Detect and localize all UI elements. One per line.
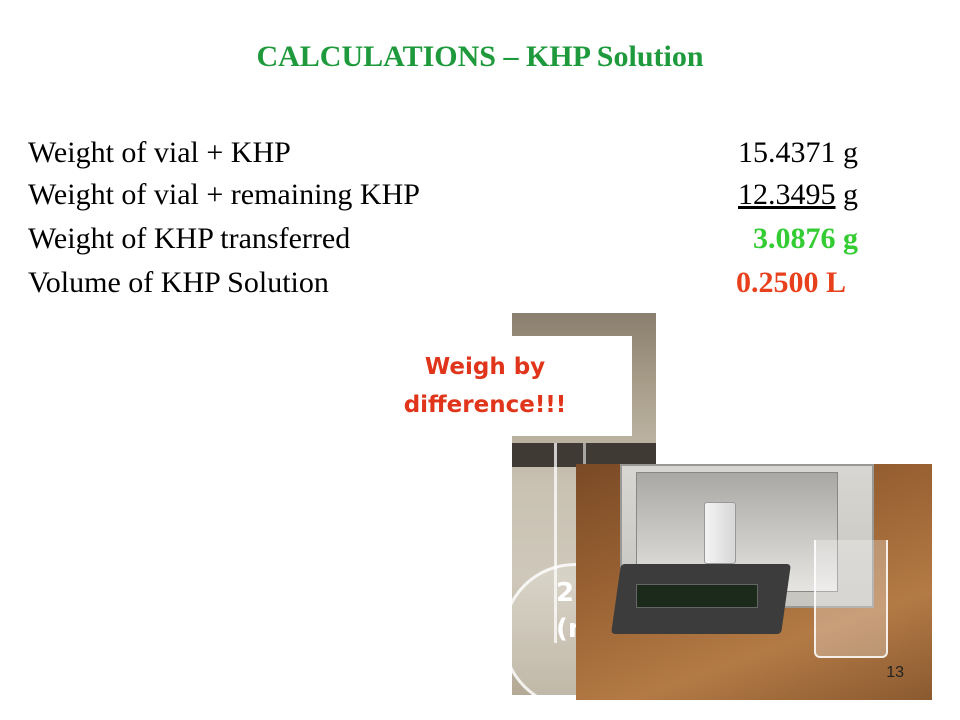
row-vial-remaining-khp: Weight of vial + remaining KHP 12.3495 g: [28, 178, 858, 212]
row-value: 15.4371 g: [738, 136, 858, 169]
khp-vial: [704, 502, 736, 564]
flask-label-line-1: 2: [556, 578, 575, 608]
row-label: Weight of KHP transferred: [28, 222, 351, 255]
row-label: Weight of vial + remaining KHP: [28, 178, 420, 211]
row-unit: g: [835, 178, 858, 211]
row-value: 12.3495: [738, 178, 836, 211]
row-value-group: 12.3495 g: [738, 178, 858, 212]
row-khp-transferred: Weight of KHP transferred 3.0876 g: [28, 222, 858, 256]
slide-title: CALCULATIONS – KHP Solution: [256, 40, 704, 73]
row-value: 0.2500 L: [735, 266, 846, 299]
weigh-by-difference-callout: Weigh by difference!!!: [338, 336, 632, 436]
balance-display: [636, 584, 758, 608]
callout-line-2: difference!!!: [403, 392, 567, 418]
row-value: 3.0876 g: [753, 222, 858, 255]
row-vial-khp: Weight of vial + KHP 15.4371 g: [28, 136, 858, 170]
row-label: Volume of KHP Solution: [28, 266, 329, 299]
row-label: Weight of vial + KHP: [28, 136, 291, 169]
page-number: 13: [886, 664, 904, 681]
analytical-balance-photo: 13: [576, 464, 932, 700]
beaker: [814, 540, 888, 658]
row-volume-solution: Volume of KHP Solution 0.2500 L: [28, 266, 858, 300]
callout-line-1: Weigh by: [424, 354, 546, 380]
